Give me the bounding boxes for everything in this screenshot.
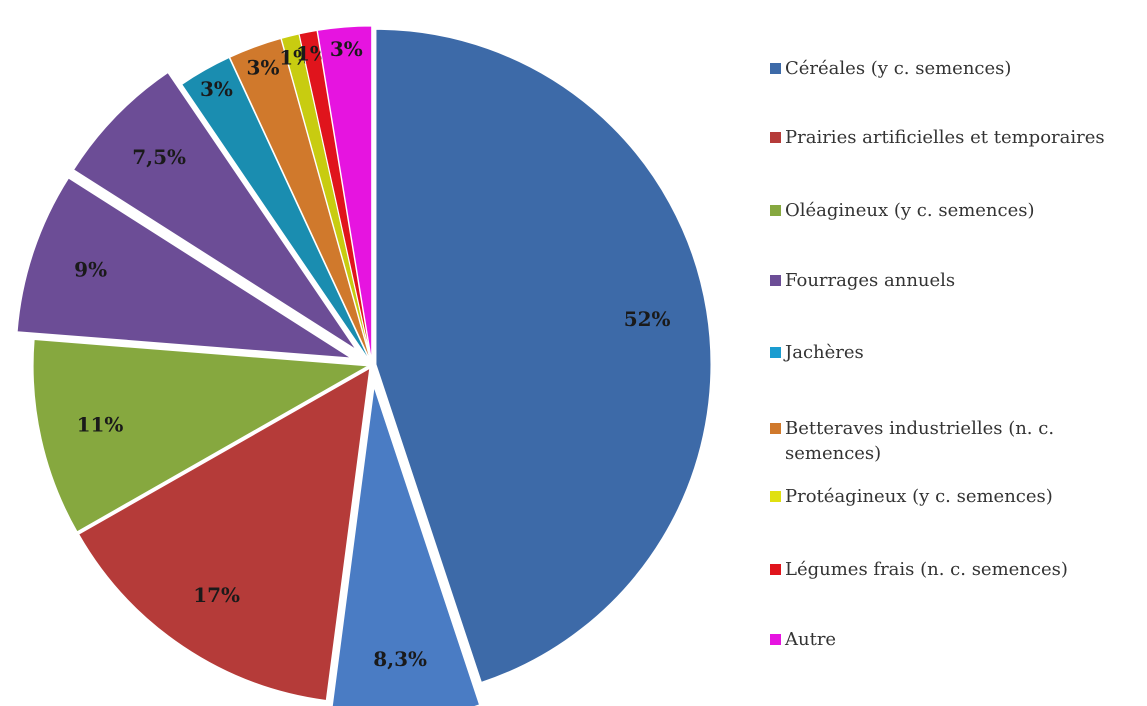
legend-label: Betteraves industrielles (n. c. semences… [785,418,1055,464]
slice-label: 3% [200,77,233,101]
legend-item: Betteraves industrielles (n. c. semences… [770,416,1147,466]
slice-label: 8,3% [373,647,427,671]
slice-label: 7,5% [132,145,186,169]
legend-label: Céréales (y c. semences) [785,58,1012,79]
legend-label: Fourrages annuels [785,270,956,291]
legend-swatch [770,63,781,74]
slice [78,367,371,702]
legend-item: Légumes frais (n. c. semences) [770,557,1147,582]
legend-swatch [770,275,781,286]
legend-swatch [770,634,781,645]
legend-item: Céréales (y c. semences) [770,56,1147,81]
slice-label: 3% [330,37,363,61]
slice [16,177,352,359]
slice-label: 52% [624,307,671,331]
legend-item: Protéagineux (y c. semences) [770,484,1147,509]
legend-swatch [770,423,781,434]
slice [375,28,712,683]
slice [72,71,357,351]
legend-swatch [770,564,781,575]
legend-item: Prairies artificielles et temporaires [770,125,1147,150]
slice [32,339,370,533]
slice-label: 9% [74,257,107,281]
legend-label: Prairies artificielles et temporaires [785,127,1105,148]
legend-label: Jachères [785,342,864,363]
slice-label: 11% [77,412,124,436]
legend-label: Protéagineux (y c. semences) [785,486,1053,507]
legend-item: Fourrages annuels [770,268,1147,293]
slice [316,25,373,362]
legend-item: Jachères [770,340,1147,365]
slice [331,386,481,706]
legend-swatch [770,205,781,216]
legend-label: Oléagineux (y c. semences) [785,200,1035,221]
slice-label: 3% [247,55,280,79]
legend-swatch [770,347,781,358]
legend-item: Oléagineux (y c. semences) [770,198,1147,223]
slice [181,56,371,362]
chart: 52%8,3%17%11%9%7,5%3%3% 1%1% 3% [16,25,712,706]
legend-label: Autre [785,629,837,650]
legend-swatch [770,491,781,502]
pie: 52%8,3%17%11%9%7,5%3%3% 1%1% 3% [16,25,712,706]
legend-item: Autre [770,627,1147,652]
slice-label: 17% [193,583,240,607]
legend-swatch [770,132,781,143]
legend-label: Légumes frais (n. c. semences) [785,559,1068,580]
